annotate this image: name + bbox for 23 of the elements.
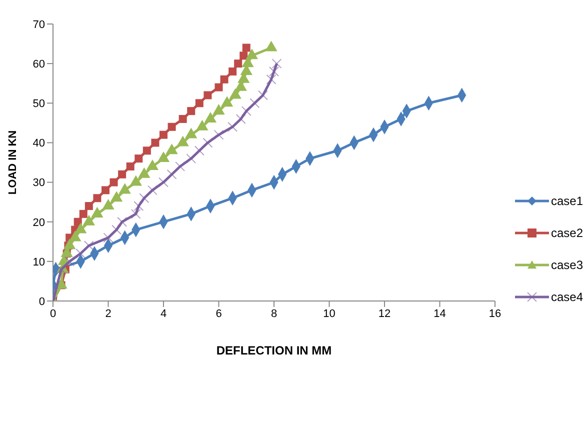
y-axis-title: LOAD IN KN <box>6 130 19 195</box>
y-tick-label: 40 <box>32 138 45 150</box>
x-tick-label: 10 <box>323 308 336 320</box>
x-tick-label: 4 <box>160 308 167 320</box>
legend-label: case4 <box>551 290 584 304</box>
y-tick-label: 50 <box>32 98 45 110</box>
x-tick-label: 6 <box>216 308 222 320</box>
y-tick-label: 10 <box>32 256 45 268</box>
y-tick-label: 60 <box>32 58 45 70</box>
legend-label: case1 <box>551 194 584 208</box>
y-tick-label: 70 <box>32 18 45 31</box>
y-tick-label: 20 <box>32 216 45 229</box>
y-tick-label: 30 <box>32 177 45 190</box>
x-tick-label: 12 <box>378 308 391 320</box>
x-tick-label: 16 <box>488 308 502 320</box>
x-tick-label: 2 <box>105 308 112 320</box>
x-tick-label: 14 <box>434 308 446 320</box>
x-axis-title: DEFLECTION IN MM <box>216 344 332 358</box>
x-tick-label: 8 <box>270 308 278 320</box>
y-tick-label: 0 <box>38 296 45 308</box>
x-tick-label: 0 <box>50 308 56 320</box>
legend-label: case2 <box>551 226 584 240</box>
legend-label: case3 <box>551 258 584 272</box>
